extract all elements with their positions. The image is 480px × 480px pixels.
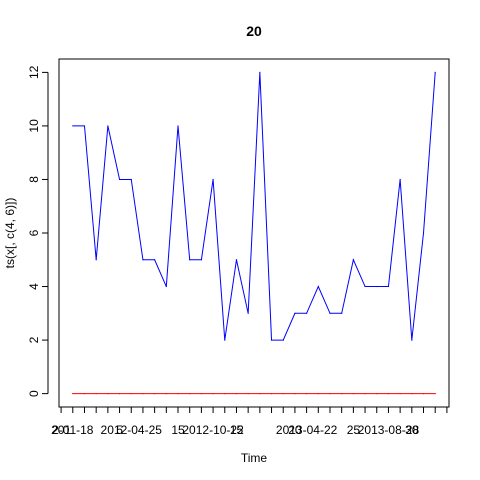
- x-tick-label: 25: [347, 423, 361, 437]
- data-point-s1: [434, 71, 436, 73]
- data-point-s2: [200, 393, 202, 395]
- data-point-s2: [247, 393, 249, 395]
- data-point-s2: [165, 393, 167, 395]
- data-point-s1: [282, 339, 284, 341]
- data-point-s1: [259, 71, 261, 73]
- data-point-s2: [364, 393, 366, 395]
- data-point-s1: [95, 259, 97, 261]
- data-point-s1: [422, 232, 425, 234]
- data-point-s1: [294, 312, 296, 314]
- data-point-s1: [212, 178, 214, 181]
- x-tick-label: 15: [171, 423, 185, 437]
- data-point-s2: [154, 393, 156, 395]
- data-point-s1: [387, 285, 390, 288]
- data-point-s2: [422, 393, 425, 395]
- data-point-s1: [364, 285, 366, 288]
- data-point-s2: [177, 393, 179, 395]
- data-point-s1: [72, 125, 74, 127]
- data-point-s1: [235, 259, 238, 261]
- data-point-s2: [341, 393, 343, 395]
- y-tick-label: 6: [27, 229, 41, 236]
- chart-title: 20: [246, 23, 262, 39]
- data-point-s2: [294, 393, 296, 395]
- data-point-s2: [212, 393, 214, 395]
- data-point-s2: [83, 393, 86, 395]
- y-tick-label: 10: [27, 119, 41, 133]
- data-point-s1: [154, 259, 156, 261]
- data-point-s2: [235, 393, 238, 395]
- y-tick-label: 4: [27, 283, 41, 290]
- data-point-s1: [130, 178, 132, 181]
- data-point-s1: [247, 312, 249, 314]
- data-point-s1: [411, 339, 413, 341]
- data-point-s1: [177, 125, 179, 127]
- data-point-s1: [352, 259, 354, 261]
- y-axis: 0 2 4 6 8 10 12: [27, 65, 49, 397]
- data-point-s2: [329, 393, 331, 395]
- data-point-s2: [72, 393, 74, 395]
- data-point-s2: [270, 393, 273, 395]
- data-point-s1: [189, 259, 191, 261]
- x-tick-label: 2012-10-22: [182, 423, 244, 437]
- data-point-s1: [142, 259, 144, 261]
- data-point-s2: [282, 393, 284, 395]
- data-point-s1: [376, 285, 378, 288]
- x-tick-label: 2012-04-25: [101, 423, 163, 437]
- data-point-s2: [411, 393, 413, 395]
- x-tick-label: 30: [405, 423, 419, 437]
- data-point-s1: [200, 259, 202, 261]
- data-point-s2: [118, 393, 121, 395]
- data-point-s2: [95, 393, 97, 395]
- data-point-s1: [399, 178, 401, 181]
- x-tick-label: 2013-04-22: [276, 423, 338, 437]
- data-point-s1: [306, 312, 308, 314]
- data-point-s1: [118, 178, 121, 181]
- data-point-s2: [387, 393, 390, 395]
- data-point-s2: [434, 393, 436, 395]
- data-point-s1: [270, 339, 273, 341]
- data-point-s2: [317, 393, 319, 395]
- x-tick-label: 20: [288, 423, 302, 437]
- data-point-s1: [165, 285, 167, 288]
- x-tick-label: 2013-08-28: [358, 423, 420, 437]
- data-point-s2: [107, 393, 109, 395]
- x-tick-label: 15: [230, 423, 244, 437]
- y-axis-label: ts(x[, c(4, 6)]): [3, 198, 17, 269]
- y-tick-label: 8: [27, 176, 41, 183]
- data-point-s1: [329, 312, 331, 314]
- data-point-s2: [399, 393, 401, 395]
- data-point-s1: [341, 312, 343, 314]
- series-layer: [72, 71, 436, 395]
- data-point-s2: [189, 393, 191, 395]
- y-tick-label: 0: [27, 390, 41, 397]
- x-tick-label: 2-01-18: [52, 423, 94, 437]
- x-tick-label: 201: [51, 423, 71, 437]
- data-point-s2: [224, 393, 226, 395]
- data-point-s2: [130, 393, 132, 395]
- plot-frame: [58, 58, 450, 408]
- data-point-s2: [259, 393, 261, 395]
- data-point-s2: [306, 393, 308, 395]
- y-tick-label: 2: [27, 336, 41, 343]
- data-point-s2: [142, 393, 144, 395]
- series-line-1: [72, 72, 436, 341]
- data-point-s2: [352, 393, 354, 395]
- data-point-s1: [317, 285, 319, 288]
- data-point-s1: [224, 339, 226, 341]
- x-axis-label: Time: [241, 451, 268, 465]
- y-tick-label: 12: [27, 65, 41, 79]
- data-point-s1: [107, 125, 109, 127]
- x-tick-label: 5: [116, 423, 123, 437]
- data-point-s1: [83, 125, 86, 127]
- data-point-s2: [376, 393, 378, 395]
